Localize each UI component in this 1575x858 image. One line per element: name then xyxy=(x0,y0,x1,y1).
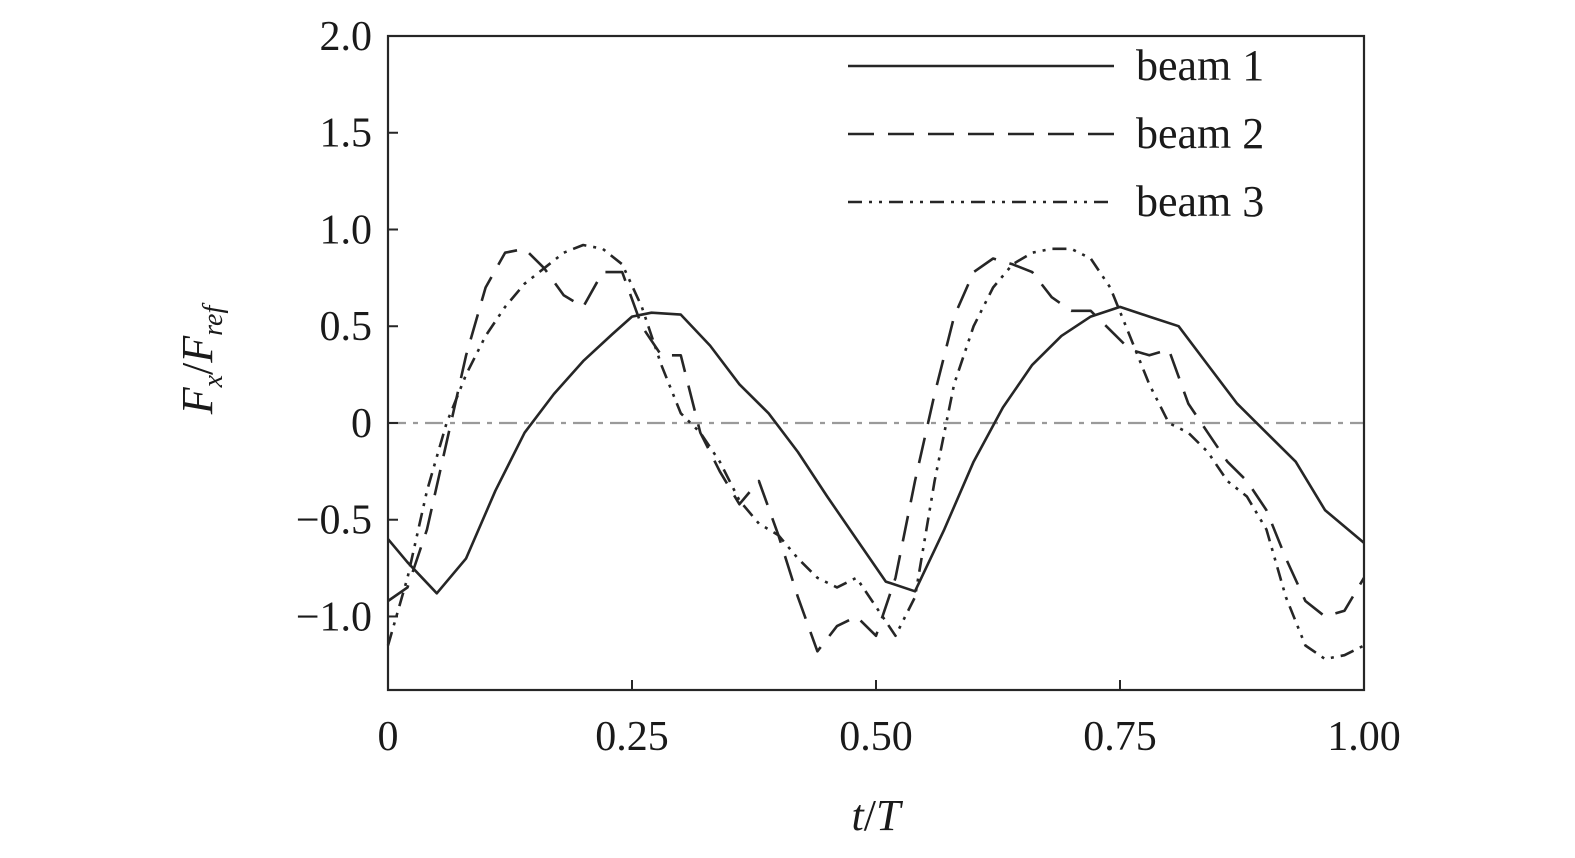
y-tick-label: −1.0 xyxy=(296,594,372,640)
legend-label-1: beam 1 xyxy=(1136,41,1264,90)
ticks: −1.0 −0.5 0 0.5 1.0 1.5 2.0 0 0.25 0.50 0.75 1.00 xyxy=(296,14,1401,760)
legend-label-2: beam 2 xyxy=(1136,109,1264,158)
x-tick-label: 0.25 xyxy=(595,714,669,760)
y-axis-label: Fx/Fref xyxy=(173,303,229,416)
series-line-2 xyxy=(387,247,1366,653)
y-tick-label: 0.5 xyxy=(320,304,373,350)
y-tick-label: 0 xyxy=(351,401,372,447)
legend-label-3: beam 3 xyxy=(1136,177,1264,226)
legend: beam 1 beam 2 beam 3 xyxy=(848,41,1264,226)
series-line-3 xyxy=(386,243,1365,661)
x-tick-label: 0 xyxy=(378,714,399,760)
y-tick-label: 1.0 xyxy=(320,207,373,253)
series-line-1 xyxy=(387,305,1365,595)
x-tick-label: 1.00 xyxy=(1327,714,1401,760)
y-tick-label: −0.5 xyxy=(296,498,372,544)
x-tick-label: 0.75 xyxy=(1083,714,1157,760)
y-tick-label: 1.5 xyxy=(320,111,373,157)
y-tick-label: 2.0 xyxy=(320,14,373,60)
x-axis-label: t/T xyxy=(852,791,904,840)
x-tick-label: 0.50 xyxy=(839,714,913,760)
